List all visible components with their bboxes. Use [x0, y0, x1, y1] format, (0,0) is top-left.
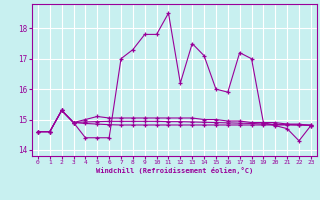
X-axis label: Windchill (Refroidissement éolien,°C): Windchill (Refroidissement éolien,°C)	[96, 167, 253, 174]
